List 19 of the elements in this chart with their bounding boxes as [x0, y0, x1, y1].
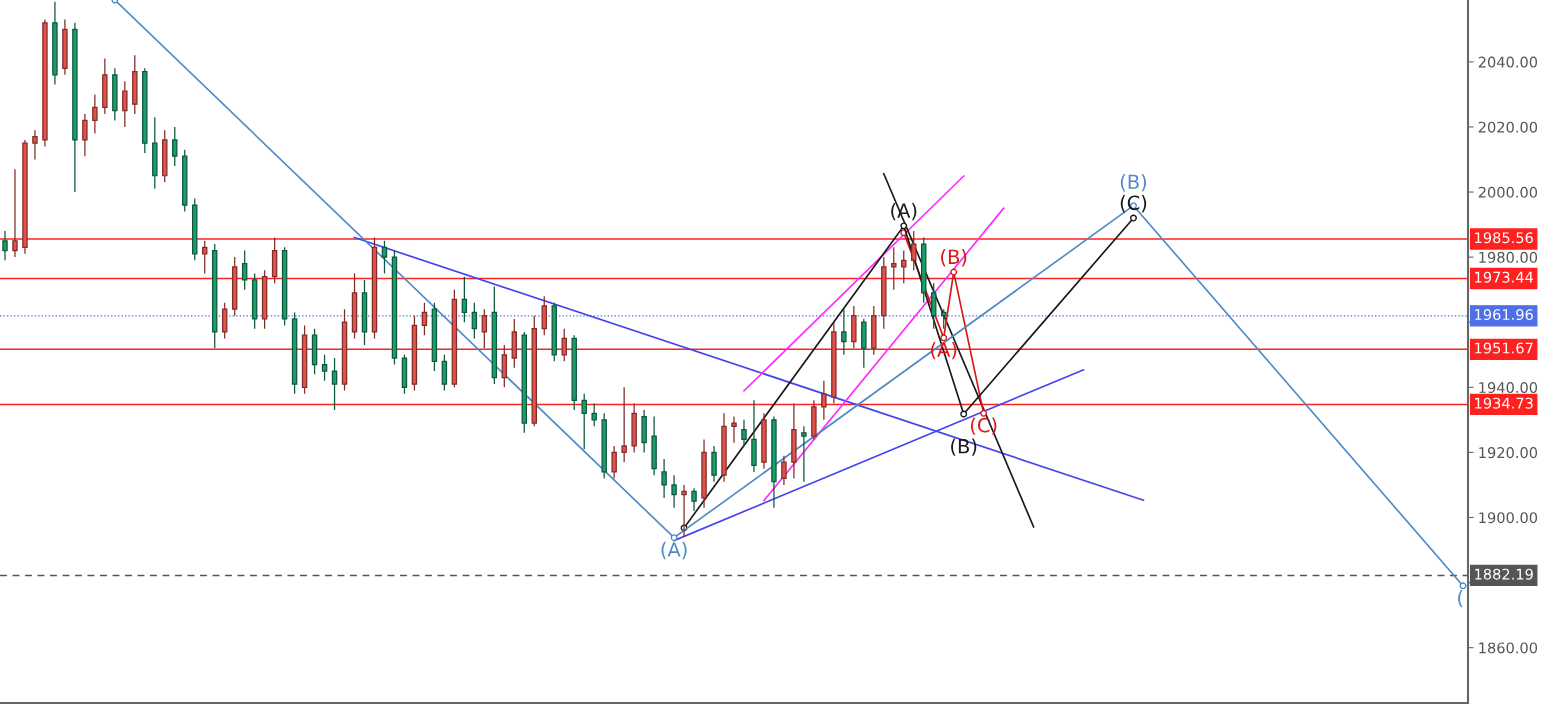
y-tick-label: 1980.00: [1479, 251, 1538, 263]
data-label: (A): [661, 541, 687, 560]
data-label: (B): [1120, 174, 1147, 192]
ref-line-label: 1961.96: [1475, 309, 1533, 321]
y-tick-label: 1900.00: [1479, 512, 1538, 524]
ref-line-label: 1934.73: [1475, 397, 1533, 409]
y-tick-label: 1940.00: [1479, 382, 1538, 394]
ref-line-label: 1951.67: [1475, 342, 1533, 354]
data-label: (B): [951, 438, 977, 456]
data-label: (: [1458, 590, 1463, 608]
y-tick-label: 2000.00: [1478, 186, 1538, 198]
data-label: (C): [1120, 195, 1147, 213]
y-tick-label: 2040.00: [1478, 56, 1538, 68]
ref-line-label: 1882.19: [1475, 568, 1533, 580]
y-tick-label: 1920.00: [1479, 447, 1538, 459]
ref-line-label: 1985.56: [1475, 232, 1533, 244]
y-tick-label: 1860.00: [1479, 642, 1538, 654]
y-tick-label: 2020.00: [1478, 121, 1538, 133]
ref-line-label: 1973.44: [1475, 271, 1534, 283]
